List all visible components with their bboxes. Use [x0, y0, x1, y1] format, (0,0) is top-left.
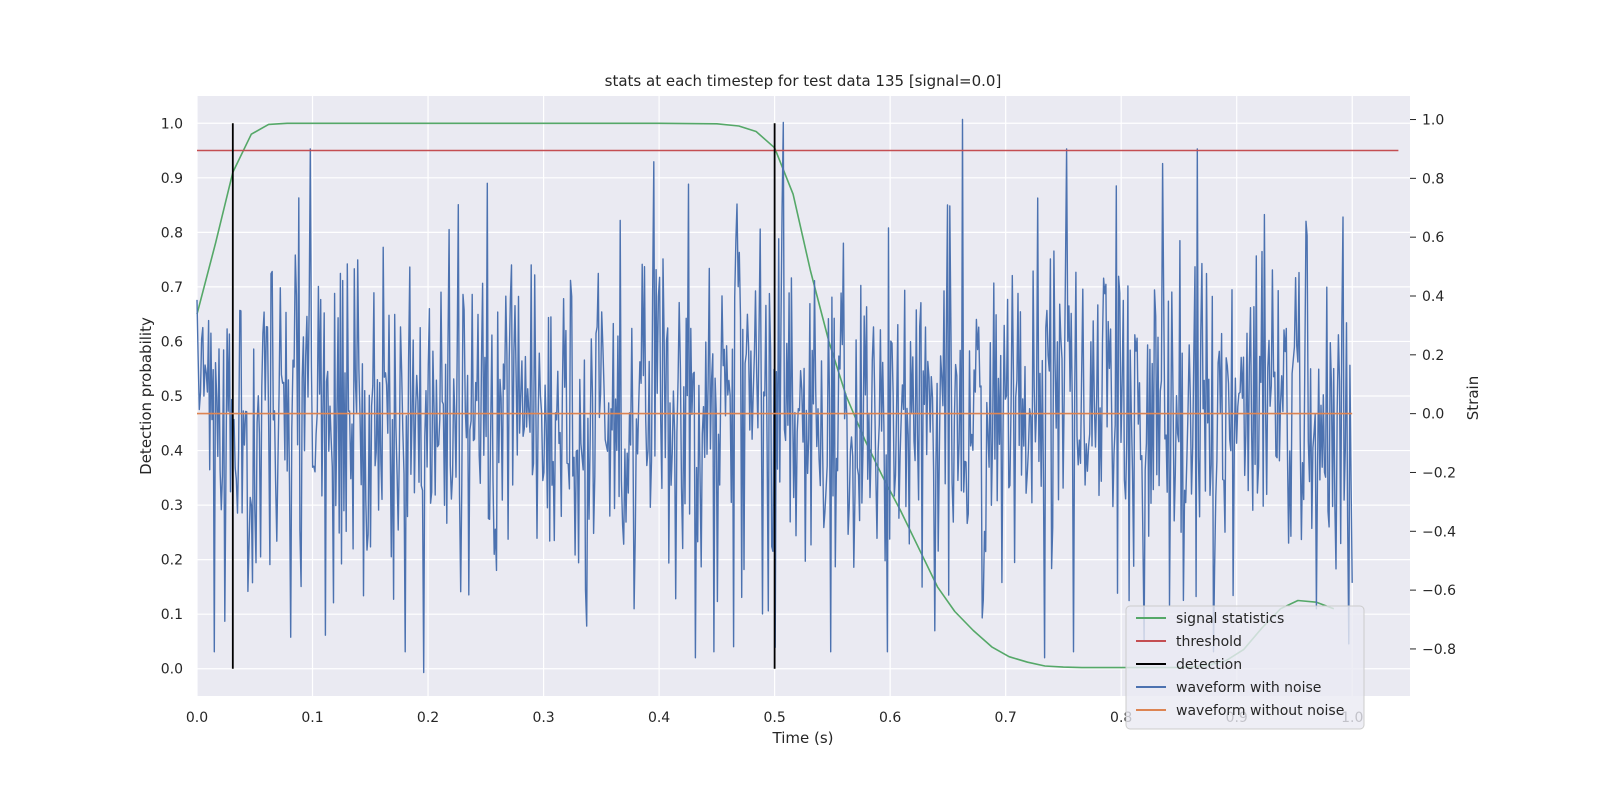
y-axis-right: −0.8 −0.6 −0.4 −0.2 0.0 0.2 0.4 0.6 0.8 1.0	[1410, 113, 1456, 658]
legend-label-threshold: threshold	[1176, 634, 1242, 650]
x-tick-label: 0.3	[532, 710, 554, 726]
y-left-tick-label: 0.7	[161, 280, 183, 296]
x-tick-label: 0.2	[417, 710, 439, 726]
y-left-tick-label: 0.5	[161, 389, 183, 405]
y-left-tick-label: 0.4	[161, 444, 183, 460]
y-axis-left: 0.0 0.1 0.2 0.3 0.4 0.5 0.6 0.7 0.8 0.9 1.0	[161, 116, 183, 677]
y-right-tick-label: 0.4	[1422, 289, 1444, 305]
y-right-tick-label: 0.6	[1422, 230, 1444, 246]
y-right-tick-label: 0.0	[1422, 407, 1444, 423]
y-axis-right-label: Strain	[1464, 376, 1482, 420]
y-right-tick-label: −0.8	[1422, 642, 1456, 658]
legend-label-waveform_with_noise: waveform with noise	[1176, 680, 1321, 696]
y-left-tick-label: 0.1	[161, 607, 183, 623]
x-tick-label: 0.1	[301, 710, 323, 726]
legend-label-signal_statistics: signal statistics	[1176, 611, 1284, 627]
y-right-tick-label: 0.8	[1422, 171, 1444, 187]
y-right-tick-label: −0.6	[1422, 583, 1456, 599]
chart-title: stats at each timestep for test data 135…	[605, 72, 1002, 90]
y-left-tick-label: 1.0	[161, 116, 183, 132]
y-left-tick-label: 0.2	[161, 553, 183, 569]
legend-box	[1125, 605, 1365, 730]
y-left-tick-label: 0.0	[161, 662, 183, 678]
legend: signal statistics threshold detection wavef…	[1125, 605, 1365, 730]
series-layer	[196, 118, 1399, 674]
grid	[196, 96, 1410, 696]
y-axis-left-label: Detection probability	[137, 317, 155, 475]
y-left-tick-label: 0.3	[161, 498, 183, 514]
y-right-tick-label: −0.2	[1422, 465, 1456, 481]
y-right-tick-label: 1.0	[1422, 113, 1444, 129]
y-right-tick-label: −0.4	[1422, 524, 1456, 540]
x-tick-label: 0.6	[879, 710, 901, 726]
x-axis-label: Time (s)	[772, 729, 834, 747]
x-tick-label: 0.0	[186, 710, 208, 726]
x-tick-label: 0.7	[995, 710, 1017, 726]
y-right-tick-label: 0.2	[1422, 348, 1444, 364]
x-tick-label: 0.4	[648, 710, 670, 726]
y-left-tick-label: 0.8	[161, 225, 183, 241]
legend-label-detection: detection	[1176, 657, 1242, 673]
legend-label-waveform_without_noise: waveform without noise	[1176, 703, 1344, 719]
x-tick-label: 0.5	[763, 710, 785, 726]
y-left-tick-label: 0.6	[161, 334, 183, 350]
y-left-tick-label: 0.9	[161, 171, 183, 187]
